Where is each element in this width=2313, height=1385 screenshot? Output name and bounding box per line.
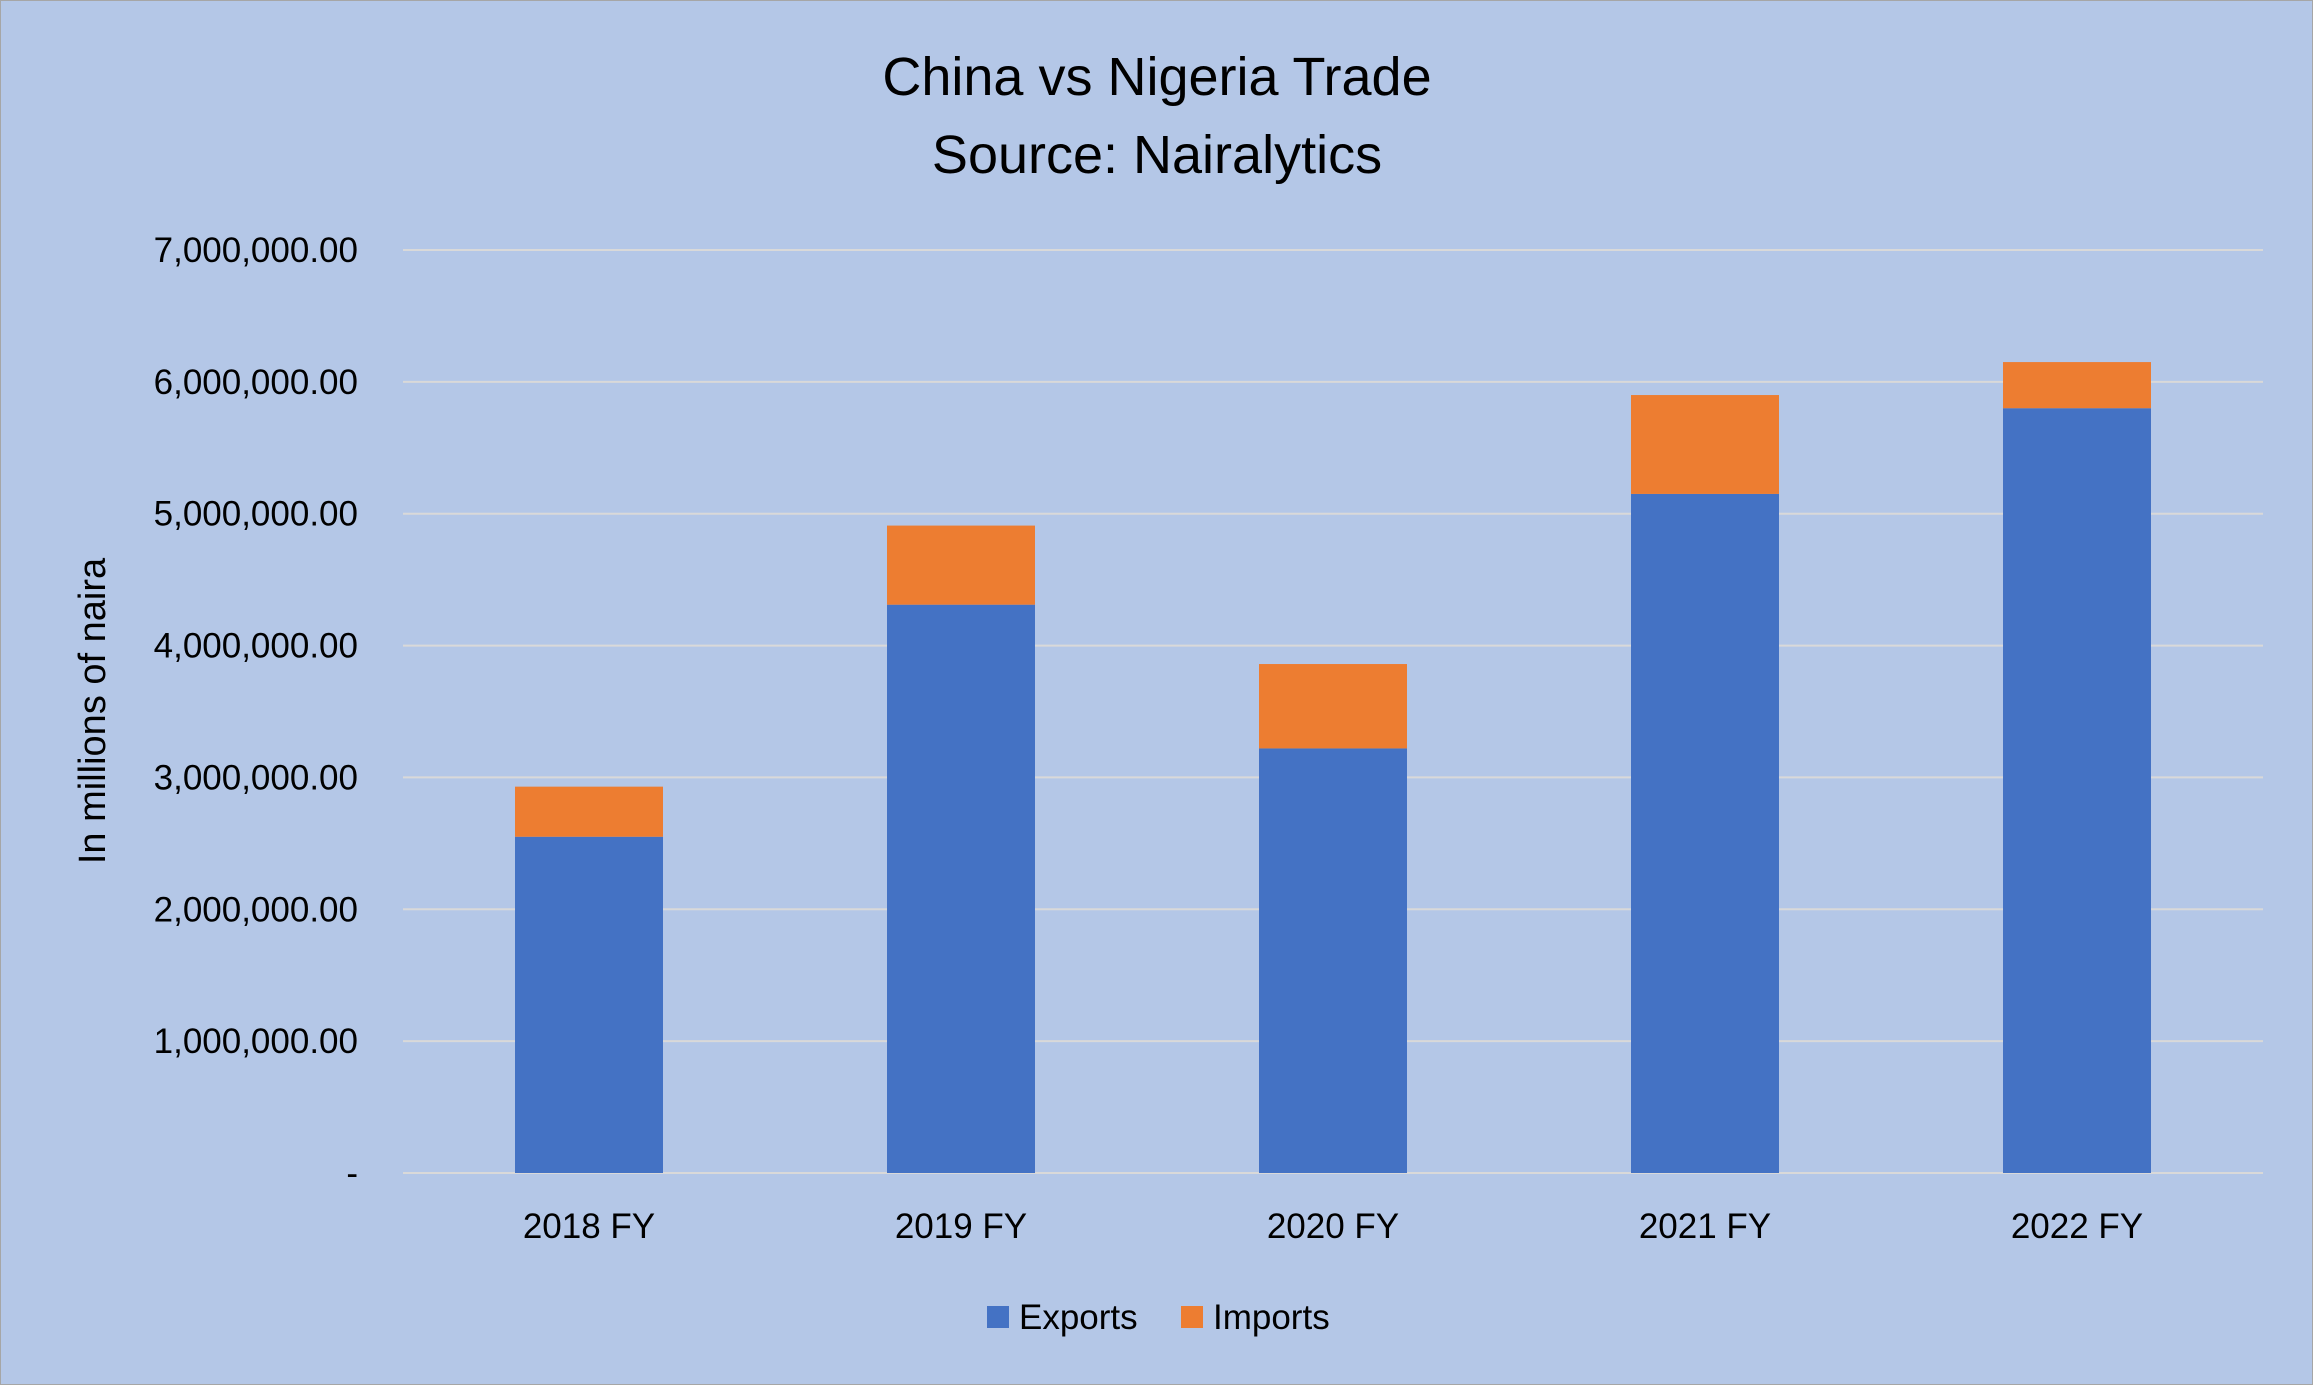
x-tick-label: 2020 FY (1267, 1207, 1399, 1246)
x-tick-label: 2022 FY (2011, 1207, 2143, 1246)
bars (515, 362, 2151, 1174)
bar-imports-2018-fy (515, 786, 663, 837)
y-axis-tick-labels: - 1,000,000.00 2,000,000.00 3,000,000.00 4,0… (154, 231, 358, 1193)
y-tick-label: 2,000,000.00 (154, 890, 358, 929)
legend-swatch-imports (1181, 1306, 1203, 1328)
y-tick-label: 3,000,000.00 (154, 758, 358, 797)
bar-exports-2019-fy (887, 604, 1035, 1173)
y-tick-label: 7,000,000.00 (154, 231, 358, 270)
y-tick-label: 6,000,000.00 (154, 363, 358, 402)
y-tick-label: 5,000,000.00 (154, 495, 358, 534)
bar-exports-2021-fy (1631, 493, 1779, 1174)
bar-imports-2021-fy (1631, 395, 1779, 494)
chart-title-line-2: Source: Nairalytics (932, 125, 1382, 185)
x-axis-tick-labels: 2018 FY 2019 FY 2020 FY 2021 FY 2022 FY (523, 1207, 2143, 1246)
legend-label-exports: Exports (1019, 1298, 1138, 1337)
legend: Exports Imports (987, 1298, 1330, 1337)
legend-swatch-exports (987, 1306, 1009, 1328)
y-axis-title: In millions of naira (72, 557, 114, 864)
x-tick-label: 2019 FY (895, 1207, 1027, 1246)
bar-exports-2022-fy (2003, 408, 2151, 1173)
bar-imports-2020-fy (1259, 664, 1407, 749)
bar-imports-2019-fy (887, 525, 1035, 605)
x-tick-label: 2021 FY (1639, 1207, 1771, 1246)
bar-exports-2018-fy (515, 836, 663, 1173)
bar-exports-2020-fy (1259, 748, 1407, 1173)
y-tick-label: 4,000,000.00 (154, 627, 358, 666)
legend-label-imports: Imports (1213, 1298, 1330, 1337)
y-tick-label: 1,000,000.00 (154, 1022, 358, 1061)
chart-title-line-1: China vs Nigeria Trade (882, 47, 1431, 107)
bar-imports-2022-fy (2003, 362, 2151, 409)
y-tick-label: - (346, 1154, 358, 1193)
chart-title: China vs Nigeria Trade Source: Nairalyti… (882, 47, 1431, 185)
x-tick-label: 2018 FY (523, 1207, 655, 1246)
